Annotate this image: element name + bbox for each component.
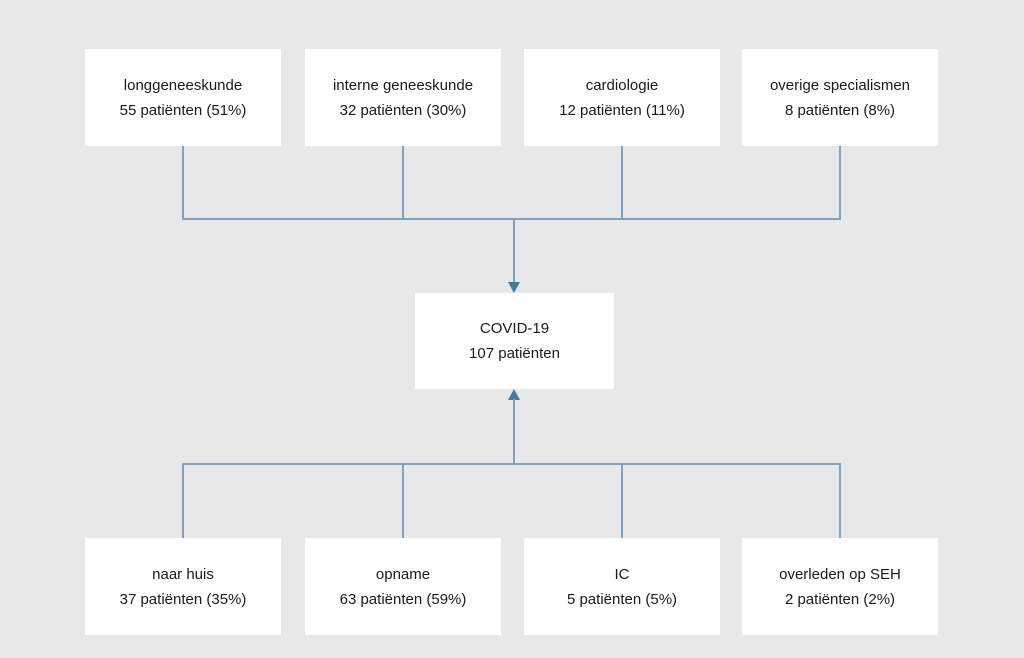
node-opname: opname 63 patiënten (59%) — [305, 538, 501, 635]
node-overige-specialismen: overige specialismen 8 patiënten (8%) — [742, 49, 938, 146]
connector-bottom-stem — [513, 399, 515, 463]
node-value: 8 patiënten (8%) — [784, 101, 896, 119]
arrow-up-icon — [508, 389, 520, 400]
node-label: COVID-19 — [479, 320, 550, 337]
node-value: 37 patiënten (35%) — [119, 590, 247, 608]
connector-bottom-vline-2 — [402, 463, 404, 538]
node-overleden-op-seh: overleden op SEH 2 patiënten (2%) — [742, 538, 938, 635]
node-value: 32 patiënten (30%) — [339, 101, 467, 119]
arrow-down-icon — [508, 282, 520, 293]
node-ic: IC 5 patiënten (5%) — [524, 538, 720, 635]
connector-bottom-vline-3 — [621, 463, 623, 538]
node-value: 2 patiënten (2%) — [784, 590, 896, 608]
node-label: longgeneeskunde — [123, 76, 243, 94]
connector-top-vline-1 — [182, 146, 184, 218]
connector-bottom-vline-1 — [182, 463, 184, 538]
node-label: IC — [614, 565, 630, 583]
node-label: opname — [375, 565, 431, 583]
node-longgeneeskunde: longgeneeskunde 55 patiënten (51%) — [85, 49, 281, 146]
node-value: 55 patiënten (51%) — [119, 101, 247, 119]
node-value: 12 patiënten (11%) — [559, 101, 685, 119]
connector-bottom-vline-4 — [839, 463, 841, 538]
node-interne-geneeskunde: interne geneeskunde 32 patiënten (30%) — [305, 49, 501, 146]
node-value: 63 patiënten (59%) — [339, 590, 467, 608]
node-cardiologie: cardiologie 12 patiënten (11%) — [524, 49, 720, 146]
connector-top-vline-3 — [621, 146, 623, 218]
connector-top-hline — [182, 218, 841, 220]
connector-top-stem — [513, 218, 515, 282]
node-label: naar huis — [152, 565, 214, 583]
node-value: 5 patiënten (5%) — [566, 590, 678, 608]
connector-top-vline-4 — [839, 146, 841, 218]
node-label: overleden op SEH — [779, 565, 901, 583]
node-covid19: COVID-19 107 patiënten — [415, 293, 614, 389]
node-value: 107 patiënten — [469, 345, 560, 362]
node-label: cardiologie — [585, 76, 659, 94]
node-naar-huis: naar huis 37 patiënten (35%) — [85, 538, 281, 635]
node-label: interne geneeskunde — [332, 76, 474, 94]
node-label: overige specialismen — [769, 76, 911, 94]
connector-top-vline-2 — [402, 146, 404, 218]
connector-bottom-hline — [182, 463, 841, 465]
